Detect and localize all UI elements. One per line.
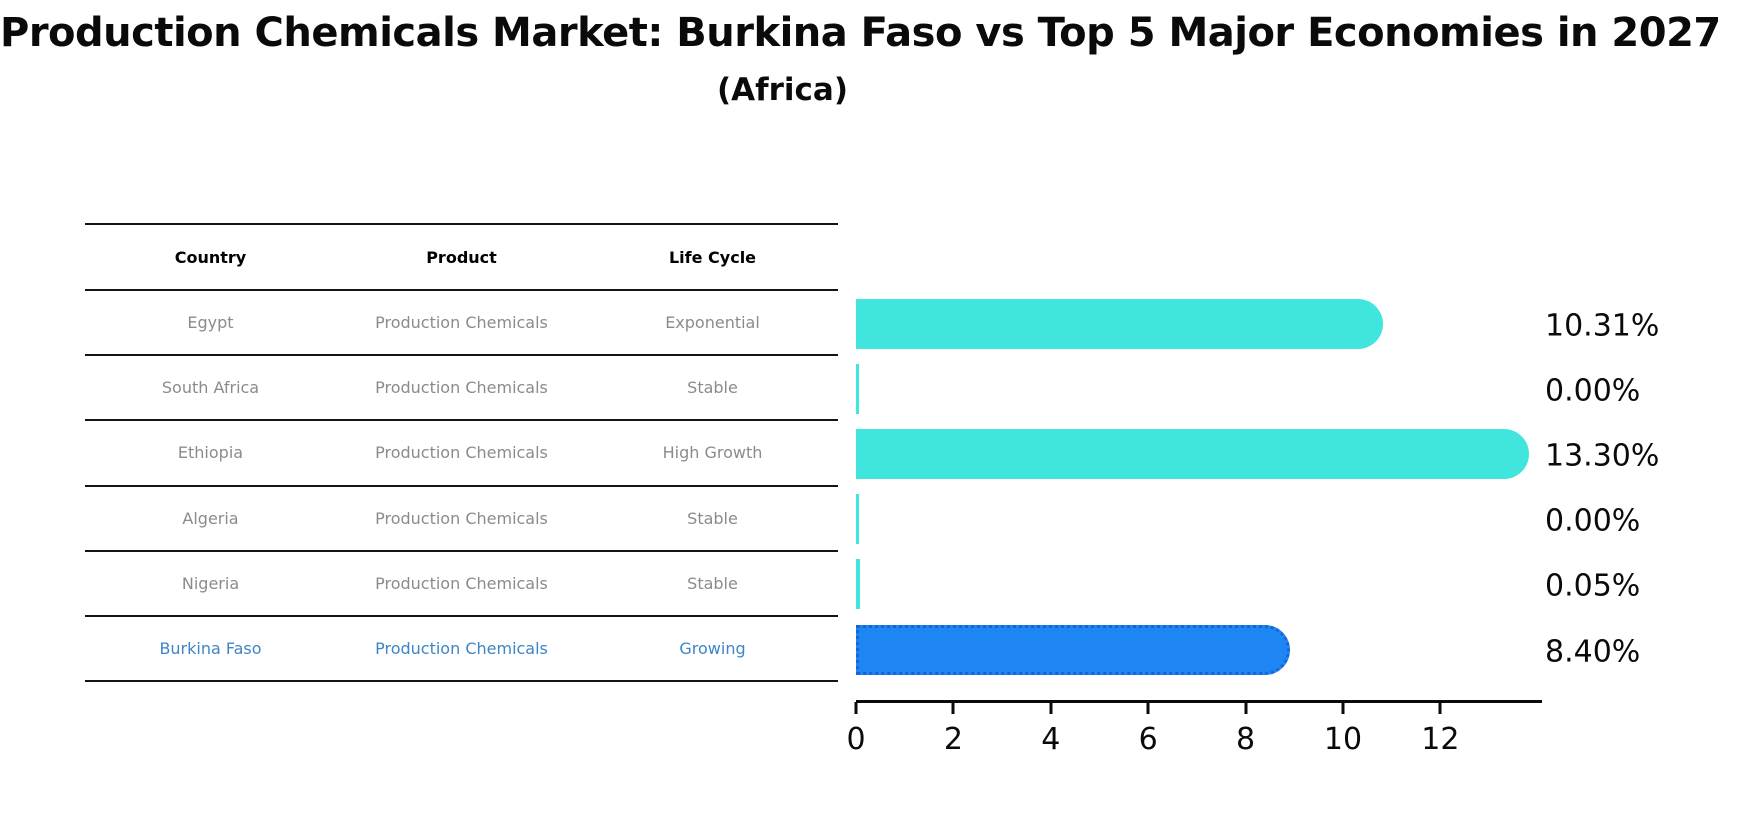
cell-life-cycle: Stable [687,378,738,398]
cell-country: Algeria [182,508,239,528]
value-label-south-africa: 0.00% [1545,373,1641,409]
cell-country: South Africa [161,378,260,398]
x-axis-tick [1341,702,1345,714]
x-axis-tick [1438,702,1442,714]
bar-burkina-faso-highlight [856,624,1291,675]
cell-product: Production Chemicals [375,639,548,659]
bar-nigeria [856,559,860,610]
table-row-south-africa: South Africa Production Chemicals Stable [85,356,838,422]
column-header-life-cycle: Life Cycle [668,247,757,267]
cell-country: Burkina Faso [159,639,262,659]
bar-south-africa [856,363,859,414]
x-axis-tick-label: 4 [1041,722,1061,757]
x-axis-tick [951,702,955,714]
table-row-nigeria: Nigeria Production Chemicals Stable [85,552,838,617]
x-axis-tick-label: 8 [1236,722,1256,757]
country-table: Country Product Life Cycle Egypt Product… [85,223,838,683]
chart-title: Production Chemicals Market: Burkina Fas… [0,10,1721,56]
cell-product: Production Chemicals [375,378,548,398]
table-row-algeria: Algeria Production Chemicals Stable [85,487,838,552]
x-axis-tick-label: 0 [846,722,866,757]
x-axis-tick-label: 12 [1421,722,1460,757]
cell-life-cycle: Stable [687,573,738,593]
chart-subtitle: (Africa) [716,72,849,108]
cell-country: Nigeria [181,573,240,593]
column-header-product: Product [426,247,497,267]
x-axis-tick-label: 10 [1323,722,1363,757]
table-row-egypt: Egypt Production Chemicals Exponential [85,291,838,357]
bar-ethiopia [856,428,1529,479]
value-label-egypt: 10.31% [1545,308,1660,343]
bar-egypt [856,298,1384,349]
x-axis-tick-label: 2 [943,722,963,757]
cell-country: Egypt [187,313,234,333]
x-axis-tick [854,702,858,714]
value-label-burkina-faso: 8.40% [1545,634,1641,669]
title-block: Production Chemicals Market: Burkina Fas… [0,10,1721,108]
table-row-burkina-faso-highlighted: Burkina Faso Production Chemicals Growin… [85,617,838,683]
value-label-algeria: 0.00% [1545,503,1641,539]
cell-product: Production Chemicals [375,508,548,528]
column-header-country: Country [174,247,247,267]
table-row-ethiopia: Ethiopia Production Chemicals High Growt… [85,421,838,487]
x-axis-tick [1049,702,1053,714]
value-label-nigeria: 0.05% [1545,568,1641,604]
x-axis-tick-label: 6 [1138,722,1158,757]
cell-life-cycle: Exponential [665,313,760,333]
value-label-ethiopia: 13.30% [1545,438,1660,474]
cell-country: Ethiopia [177,443,244,463]
cell-life-cycle: High Growth [662,443,763,463]
x-axis-tick [1146,702,1150,714]
cell-product: Production Chemicals [375,313,548,333]
cell-product: Production Chemicals [375,573,548,593]
cell-life-cycle: Stable [687,508,738,528]
bar-algeria [856,494,859,545]
table-header-row: Country Product Life Cycle [85,225,838,291]
x-axis [856,700,1542,703]
cell-product: Production Chemicals [375,443,548,463]
cell-life-cycle: Growing [679,639,746,659]
x-axis-tick [1244,702,1248,714]
